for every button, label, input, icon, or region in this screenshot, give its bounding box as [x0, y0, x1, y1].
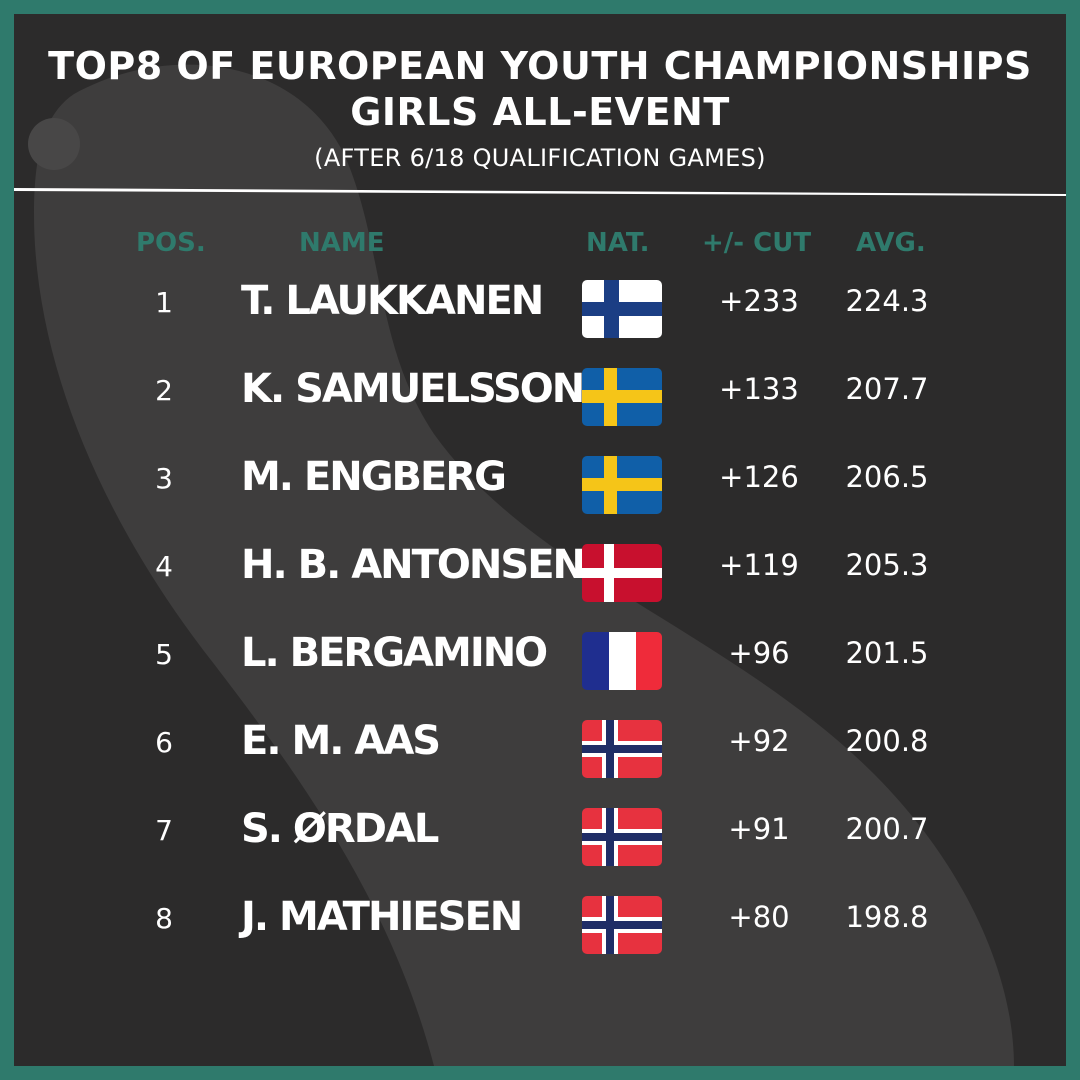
title-line-2: GIRLS ALL-EVENT [350, 90, 730, 134]
standings-row: 6 E. M. AAS +92 200.8 [14, 702, 1066, 790]
row-player-name: E. M. AAS [241, 718, 441, 764]
row-cut-margin: +233 [719, 284, 799, 318]
standings-row: 7 S. ØRDAL +91 200.7 [14, 790, 1066, 878]
row-player-name: H. B. ANTONSEN [241, 542, 586, 588]
standings-row: 1 T. LAUKKANEN +233 224.3 [14, 262, 1066, 350]
graphic-frame: TOP8 OF EUROPEAN YOUTH CHAMPIONSHIPS GIR… [14, 14, 1066, 1066]
row-cut-margin: +92 [728, 724, 790, 758]
header-avg: AVG. [856, 228, 926, 258]
standings-row: 5 L. BERGAMINO +96 201.5 [14, 614, 1066, 702]
row-cut-margin: +96 [728, 636, 790, 670]
sweden-flag-icon [582, 368, 662, 426]
standings-row: 4 H. B. ANTONSEN +119 205.3 [14, 526, 1066, 614]
row-position: 1 [155, 286, 173, 319]
header-cut: +/- CUT [702, 228, 812, 258]
standings-row: 8 J. MATHIESEN +80 198.8 [14, 878, 1066, 966]
header-pos: POS. [136, 228, 206, 258]
norway-flag-icon [582, 808, 662, 866]
row-position: 5 [155, 638, 173, 671]
standings-row: 3 M. ENGBERG +126 206.5 [14, 438, 1066, 526]
background-swoosh [28, 64, 1014, 1066]
row-position: 6 [155, 726, 173, 759]
norway-flag-icon [582, 720, 662, 778]
row-cut-margin: +91 [728, 812, 790, 846]
row-position: 7 [155, 814, 173, 847]
row-position: 8 [155, 902, 173, 935]
header-name: NAME [299, 228, 385, 258]
row-player-name: K. SAMUELSSON [241, 366, 585, 412]
row-player-name: M. ENGBERG [241, 454, 507, 500]
row-average: 207.7 [845, 372, 929, 406]
row-average: 200.7 [845, 812, 929, 846]
header-nat: NAT. [586, 228, 650, 258]
row-position: 2 [155, 374, 173, 407]
france-flag-icon [582, 632, 662, 690]
standings-row: 2 K. SAMUELSSON +133 207.7 [14, 350, 1066, 438]
row-cut-margin: +80 [728, 900, 790, 934]
row-position: 4 [155, 550, 173, 583]
row-average: 201.5 [845, 636, 929, 670]
norway-flag-icon [582, 896, 662, 954]
row-cut-margin: +126 [719, 460, 799, 494]
title-divider [14, 188, 1066, 196]
denmark-flag-icon [582, 544, 662, 602]
row-average: 205.3 [845, 548, 929, 582]
row-cut-margin: +119 [719, 548, 799, 582]
row-player-name: J. MATHIESEN [241, 894, 523, 940]
row-position: 3 [155, 462, 173, 495]
row-average: 224.3 [845, 284, 929, 318]
title-line-1: TOP8 OF EUROPEAN YOUTH CHAMPIONSHIPS [48, 44, 1032, 88]
row-player-name: T. LAUKKANEN [241, 278, 544, 324]
sweden-flag-icon [582, 456, 662, 514]
row-player-name: S. ØRDAL [241, 806, 439, 852]
row-average: 200.8 [845, 724, 929, 758]
row-average: 198.8 [845, 900, 929, 934]
row-player-name: L. BERGAMINO [241, 630, 548, 676]
row-average: 206.5 [845, 460, 929, 494]
row-cut-margin: +133 [719, 372, 799, 406]
subtitle: (AFTER 6/18 QUALIFICATION GAMES) [314, 144, 766, 172]
finland-flag-icon [582, 280, 662, 338]
